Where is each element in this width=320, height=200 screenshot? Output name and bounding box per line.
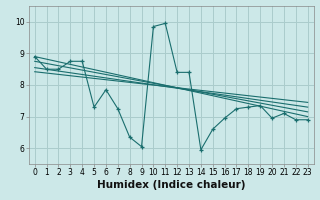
X-axis label: Humidex (Indice chaleur): Humidex (Indice chaleur) <box>97 180 245 190</box>
